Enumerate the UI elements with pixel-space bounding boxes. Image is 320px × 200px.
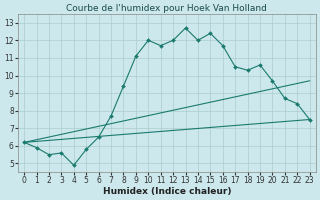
X-axis label: Humidex (Indice chaleur): Humidex (Indice chaleur)	[103, 187, 231, 196]
Title: Courbe de l'humidex pour Hoek Van Holland: Courbe de l'humidex pour Hoek Van Hollan…	[67, 4, 267, 13]
